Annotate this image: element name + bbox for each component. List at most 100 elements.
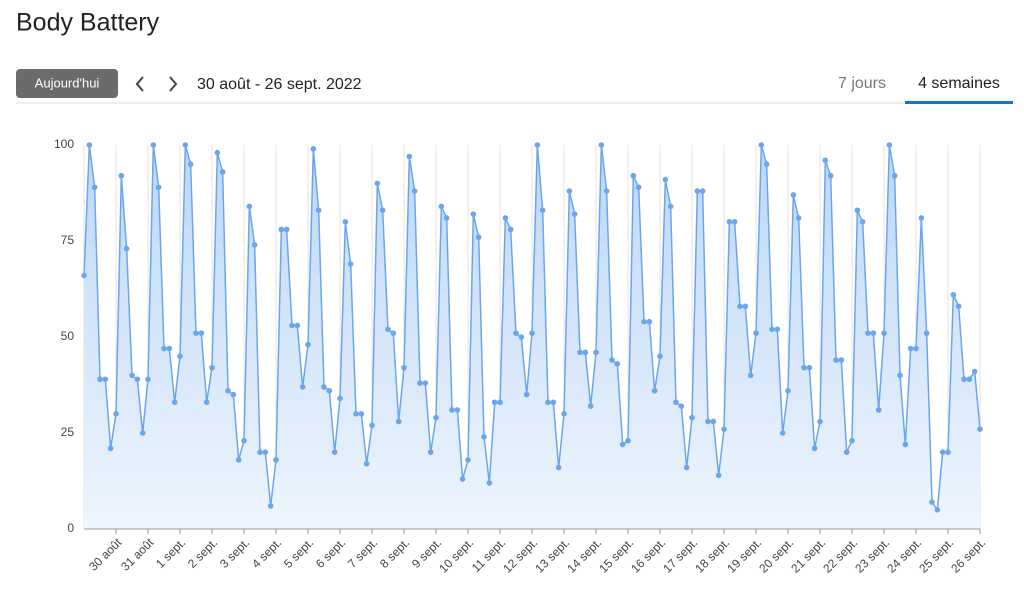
point <box>614 361 621 367</box>
point <box>801 364 807 371</box>
point <box>193 330 199 336</box>
point <box>251 242 258 248</box>
point <box>667 203 674 210</box>
point <box>241 437 247 444</box>
point <box>326 387 333 394</box>
point <box>449 407 455 413</box>
point <box>91 184 98 191</box>
y-tick-label: 100 <box>54 137 74 151</box>
point <box>129 372 135 379</box>
today-button[interactable] <box>16 69 118 98</box>
x-tick-label: 31 août <box>118 535 157 574</box>
point <box>86 142 93 148</box>
x-tick-label: 20 sept. <box>756 535 796 575</box>
today-button-label[interactable]: Aujourd'hui <box>35 75 100 90</box>
point <box>145 376 151 383</box>
point <box>102 376 109 383</box>
point <box>406 153 413 160</box>
point <box>518 334 525 340</box>
point <box>219 169 226 175</box>
point <box>171 399 178 406</box>
point <box>411 188 418 194</box>
point <box>961 376 967 383</box>
tab-active[interactable]: 4 semaines <box>918 75 1000 92</box>
point <box>945 449 951 456</box>
point <box>305 341 311 348</box>
point <box>854 207 861 214</box>
y-tick-label: 25 <box>61 425 75 439</box>
point <box>625 437 631 444</box>
point <box>187 161 194 167</box>
tab[interactable]: 7 jours <box>838 75 886 92</box>
point <box>971 368 978 375</box>
point <box>523 391 530 398</box>
point <box>635 184 642 191</box>
x-tick-label: 4 sept. <box>249 535 284 570</box>
y-tick-label: 0 <box>67 521 74 535</box>
point <box>859 219 866 225</box>
point <box>806 364 813 371</box>
point <box>155 184 162 191</box>
next-arrow[interactable] <box>169 76 178 92</box>
point <box>342 219 349 225</box>
point <box>955 303 962 310</box>
point <box>849 437 855 444</box>
point <box>177 353 183 360</box>
point <box>875 407 882 413</box>
point <box>865 330 871 336</box>
point <box>827 172 834 179</box>
point <box>294 322 301 329</box>
point <box>161 345 167 352</box>
x-tick-label: 5 sept. <box>281 535 316 570</box>
point <box>939 449 946 456</box>
point <box>358 411 365 417</box>
point <box>705 418 711 425</box>
point <box>843 449 850 456</box>
page-title: Body Battery <box>16 9 160 37</box>
point <box>779 430 786 436</box>
point <box>198 330 205 336</box>
point <box>907 345 914 352</box>
x-tick-label: 19 sept. <box>724 535 764 575</box>
point <box>182 142 189 148</box>
point <box>923 330 930 336</box>
point <box>459 476 466 482</box>
point <box>651 387 658 394</box>
point <box>353 411 359 417</box>
point <box>838 357 845 363</box>
x-tick-label: 2 sept. <box>185 535 220 570</box>
point <box>310 146 317 152</box>
x-tick-label: 6 sept. <box>313 535 348 570</box>
point <box>598 142 605 148</box>
point <box>150 142 157 148</box>
point <box>571 211 578 217</box>
point <box>545 399 551 406</box>
point <box>481 434 487 440</box>
point <box>977 426 983 432</box>
point <box>811 445 818 452</box>
point <box>422 380 429 386</box>
point <box>539 207 546 214</box>
point <box>529 330 535 336</box>
point <box>593 349 599 356</box>
point <box>929 499 935 505</box>
point <box>107 445 114 452</box>
x-tick-label: 10 sept. <box>436 535 476 575</box>
prev-arrow[interactable] <box>135 76 144 92</box>
point <box>209 364 215 371</box>
point <box>289 322 295 329</box>
x-tick-label: 12 sept. <box>500 535 540 575</box>
point <box>385 326 391 333</box>
point <box>491 399 498 406</box>
point <box>646 318 653 325</box>
x-tick-label: 30 août <box>86 535 125 574</box>
point <box>369 422 375 429</box>
point <box>902 441 909 448</box>
point <box>577 349 583 356</box>
point <box>582 349 589 356</box>
point <box>465 457 471 463</box>
point <box>427 449 434 456</box>
x-tick-label: 15 sept. <box>596 535 636 575</box>
point <box>950 291 957 298</box>
